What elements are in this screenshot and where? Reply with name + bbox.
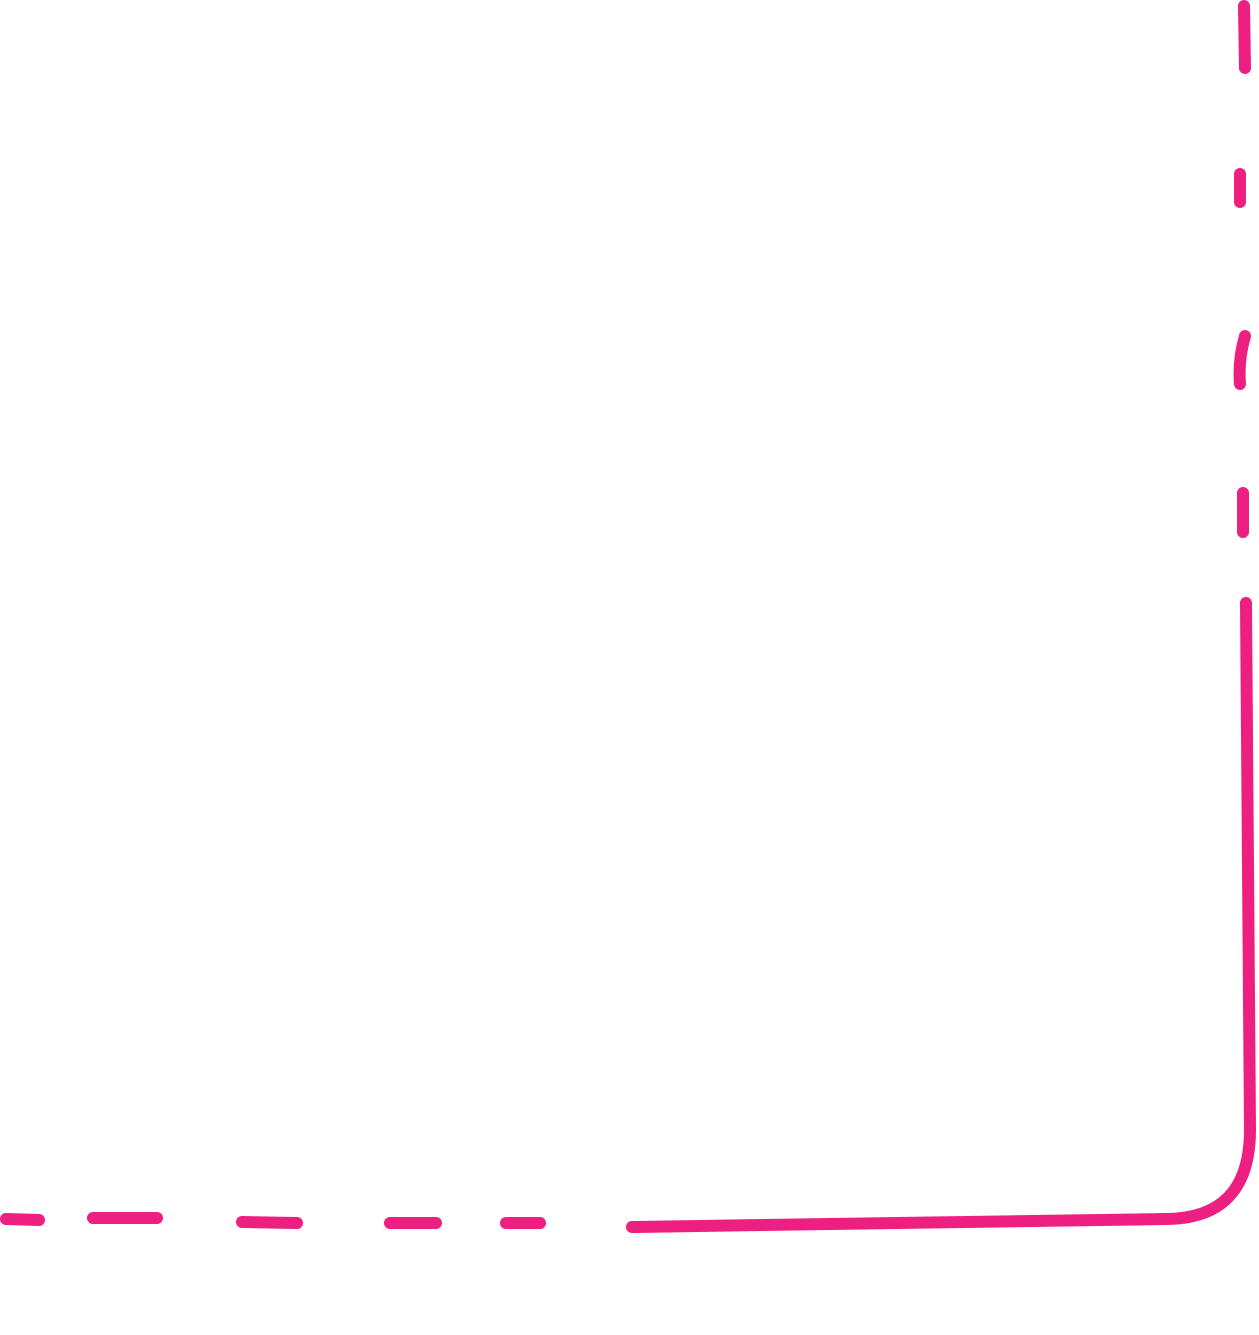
stroke-group <box>0 0 1256 1233</box>
bottom-dash-3 <box>236 1216 303 1229</box>
bottom-dash-1 <box>0 1213 45 1226</box>
right-dash-1 <box>1238 0 1251 74</box>
corner-solid-line <box>626 597 1256 1233</box>
right-dash-3 <box>1233 330 1251 390</box>
